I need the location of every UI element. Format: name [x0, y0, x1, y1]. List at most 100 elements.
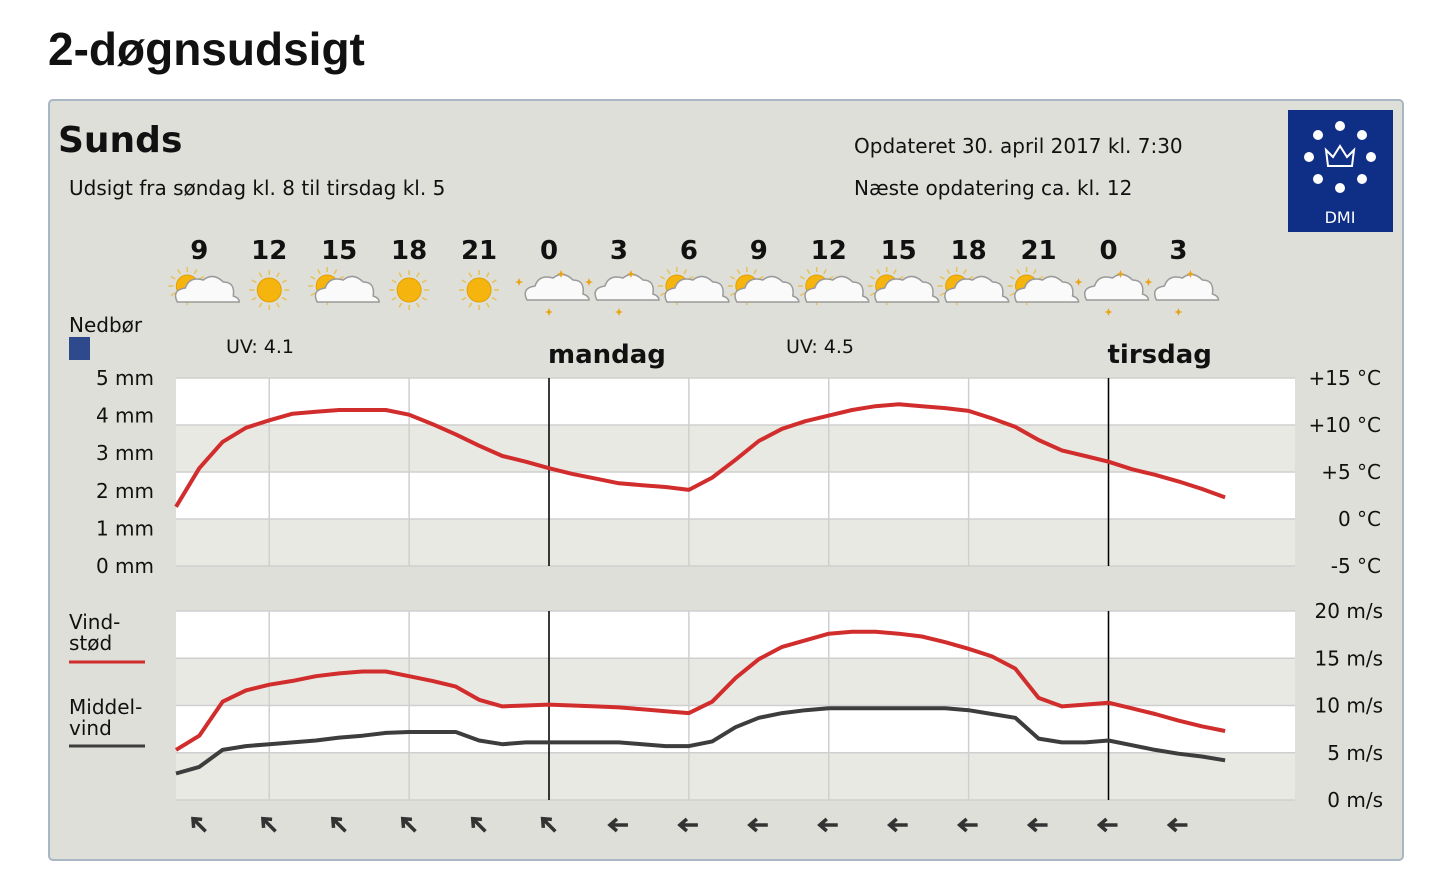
- cloud: [664, 275, 730, 303]
- weather-icon: [249, 270, 290, 310]
- arrow-shape: [677, 817, 698, 833]
- y-tick-label: 1 mm: [96, 516, 154, 540]
- cloud: [734, 275, 800, 303]
- cloud: [1084, 273, 1150, 301]
- x-tick-label: 21: [461, 236, 497, 266]
- sun-ray: [485, 272, 490, 278]
- day-label: mandag: [548, 340, 666, 370]
- weather-icon: [594, 273, 660, 301]
- y2-tick-label: 0 °C: [1338, 507, 1381, 531]
- sun-ray: [1009, 292, 1015, 297]
- star: [626, 270, 635, 278]
- sun-ray: [276, 302, 280, 308]
- arrow-shape: [470, 816, 487, 833]
- arrow-shape: [817, 817, 838, 833]
- x-tick-label: 21: [1020, 236, 1056, 266]
- sun-ray: [258, 302, 263, 308]
- cloud: [874, 275, 940, 303]
- cloud: [1014, 275, 1080, 303]
- wind-arrow: [1026, 817, 1048, 833]
- legend-label: Vind- stød: [69, 610, 121, 655]
- arrow-shape: [1166, 817, 1188, 833]
- arrow-shape: [191, 816, 207, 833]
- sun-ray: [281, 279, 287, 284]
- cloud: [804, 275, 870, 303]
- sun-ray: [468, 302, 473, 308]
- sun-ray: [398, 272, 403, 278]
- x-tick-label: 18: [951, 236, 987, 266]
- sun-ray: [415, 272, 420, 278]
- sun-ray: [869, 292, 875, 297]
- weather-icon: [797, 267, 870, 305]
- logo: DMI: [1288, 110, 1393, 232]
- star: [1104, 308, 1113, 316]
- wind-arrow: [470, 816, 487, 833]
- x-tick-label: 12: [811, 236, 847, 266]
- sun: [256, 277, 282, 303]
- sun-ray: [391, 279, 397, 284]
- arrow-shape: [747, 817, 768, 833]
- weather-icon: [657, 267, 730, 305]
- wind-arrow: [191, 816, 207, 833]
- legend-label: Nedbør: [69, 313, 143, 337]
- sun-ray: [310, 292, 316, 297]
- star: [1116, 270, 1125, 278]
- x-tick-label: 18: [391, 236, 427, 266]
- x-tick-label: 6: [680, 236, 698, 266]
- wind-arrow: [400, 816, 417, 833]
- arrow-shape: [260, 816, 277, 833]
- sun-ray: [946, 269, 951, 275]
- sun-ray: [281, 296, 287, 301]
- sun-ray: [799, 275, 806, 280]
- band: [176, 658, 1295, 706]
- arrow-shape: [1026, 817, 1048, 833]
- y-tick-label: 3 mm: [96, 441, 154, 465]
- day-label: tirsdag: [1108, 340, 1212, 370]
- weather-icon: [727, 267, 800, 305]
- arrow-shape: [400, 816, 417, 833]
- arrow-shape: [540, 816, 557, 833]
- sun-ray: [251, 296, 257, 301]
- sun-ray: [666, 269, 671, 275]
- cloud: [314, 275, 380, 303]
- cloud: [1153, 273, 1220, 301]
- arrow-shape: [607, 817, 628, 833]
- star: [614, 308, 623, 316]
- weather-icon: [308, 267, 380, 305]
- x-tick-label: 3: [1169, 236, 1187, 266]
- sun-ray: [1016, 269, 1021, 275]
- weather-icon: [867, 267, 940, 305]
- x-tick-label: 15: [321, 236, 357, 266]
- y-tick-label: 20 m/s: [1315, 599, 1383, 623]
- sun-ray: [806, 269, 811, 275]
- sun-ray: [660, 275, 666, 280]
- y-tick-label: 2 mm: [96, 479, 154, 503]
- sun-ray: [177, 269, 181, 275]
- sun-ray: [461, 279, 467, 284]
- wind-arrow: [330, 816, 347, 833]
- sun: [396, 277, 422, 303]
- arrow-shape: [1096, 817, 1118, 833]
- x-tick-label: 12: [251, 236, 287, 266]
- band: [176, 519, 1295, 566]
- star: [1186, 270, 1195, 278]
- y2-tick-label: -5 °C: [1331, 554, 1381, 578]
- sun-ray: [170, 292, 176, 297]
- sun-ray: [491, 296, 497, 301]
- sun-ray: [869, 275, 875, 280]
- y2-tick-label: +15 °C: [1308, 366, 1381, 390]
- sun-ray: [333, 269, 338, 275]
- uv-label: UV: 4.5: [786, 336, 854, 358]
- weather-icon: [459, 270, 500, 310]
- wind-arrow: [607, 817, 628, 833]
- arrow-shape: [956, 817, 978, 833]
- legend-swatch: [69, 337, 90, 360]
- x-tick-label: 9: [750, 236, 768, 266]
- weather-icon: [1153, 273, 1220, 301]
- arrow-shape: [330, 816, 347, 833]
- weather-icon: [1084, 273, 1150, 301]
- sun-ray: [258, 272, 263, 278]
- sun-ray: [276, 272, 280, 278]
- wind-arrow: [886, 817, 908, 833]
